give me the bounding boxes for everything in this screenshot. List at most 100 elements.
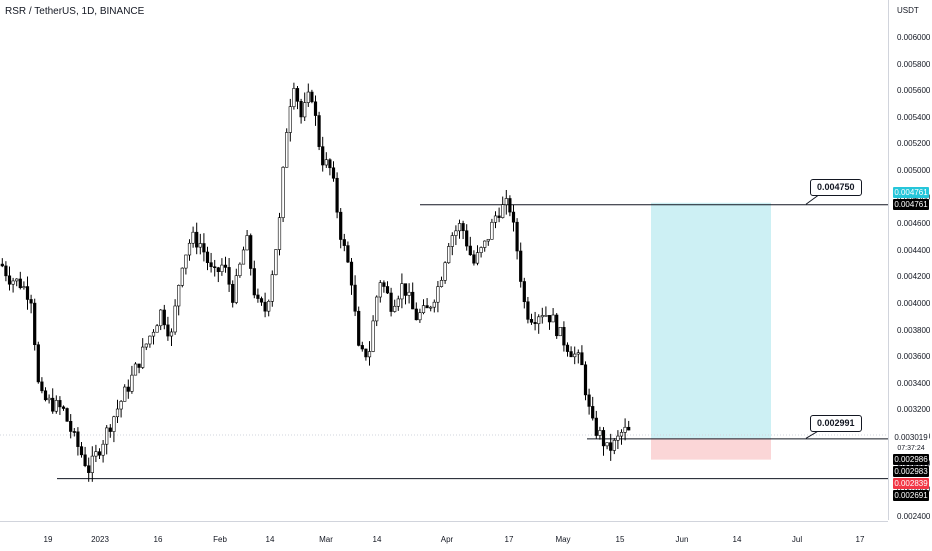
time-scale[interactable]	[0, 521, 888, 551]
candle-down	[33, 302, 37, 346]
candle-down	[231, 283, 235, 303]
candle-up	[234, 275, 238, 303]
candle-down	[83, 454, 87, 467]
candle-down	[4, 265, 8, 277]
price-chart[interactable]	[0, 0, 888, 520]
candle-down	[328, 159, 332, 169]
candle-down	[522, 281, 526, 303]
candle-down	[227, 267, 231, 285]
price-tick: 0.005600	[897, 86, 931, 96]
price-tick: 0.004200	[897, 272, 931, 282]
candle-up	[475, 252, 480, 264]
candle-down	[591, 406, 595, 419]
candle-up	[148, 335, 152, 345]
candle-down	[223, 264, 228, 268]
candle-down	[310, 91, 314, 103]
candle-up	[101, 443, 105, 456]
candle-down	[529, 319, 534, 323]
candle-down	[58, 400, 62, 408]
candle-up	[288, 106, 292, 133]
candle-up	[94, 451, 98, 457]
candle-up	[187, 242, 192, 256]
candle-up	[177, 285, 181, 307]
candle-down	[565, 344, 570, 352]
candle-down	[166, 324, 170, 337]
candle-up	[573, 353, 577, 358]
candle-up	[393, 305, 397, 312]
candle-up	[612, 440, 616, 451]
candle-down	[61, 406, 66, 409]
entry-alt-price-label: 0.002983	[893, 466, 929, 477]
time-tick: Jul	[791, 535, 803, 544]
candle-up	[11, 280, 15, 285]
time-tick: 17	[504, 535, 514, 544]
candle-down	[108, 427, 112, 432]
candle-down	[29, 299, 33, 304]
price-tick: 0.003800	[897, 325, 931, 335]
stop-zone	[651, 438, 771, 460]
candle-down	[299, 101, 303, 118]
candle-up	[537, 316, 541, 325]
candle-down	[331, 167, 336, 179]
lower-line-callout[interactable]: 0.002991	[810, 415, 862, 432]
candle-up	[623, 426, 627, 433]
candle-up	[429, 306, 433, 309]
candle-down	[7, 275, 12, 285]
candle-up	[220, 264, 224, 273]
candle-up	[443, 262, 447, 281]
candle-up	[54, 400, 58, 412]
candle-up	[151, 331, 156, 337]
candle-up	[378, 282, 382, 298]
candle-down	[609, 442, 613, 451]
price-tick: 0.003400	[897, 378, 931, 388]
candle-up	[371, 320, 375, 352]
candle-down	[587, 394, 591, 407]
candle-down	[256, 294, 260, 299]
support-price-label: 0.002691	[893, 490, 929, 501]
candle-up	[241, 249, 246, 265]
candle-up	[15, 278, 19, 282]
candle-up	[598, 430, 602, 436]
candle-down	[346, 245, 350, 263]
candle-down	[87, 465, 91, 473]
candle-up	[292, 88, 296, 107]
candle-down	[411, 291, 415, 310]
candle-down	[195, 231, 199, 248]
time-tick: May	[555, 535, 571, 544]
candle-up	[270, 274, 274, 302]
time-tick: 14	[372, 535, 382, 544]
candle-up	[619, 432, 624, 437]
candle-down	[385, 286, 390, 294]
candle-down	[414, 308, 418, 321]
candle-down	[342, 239, 346, 246]
candle-down	[364, 348, 368, 358]
entry-price-label: 0.002986	[893, 454, 929, 465]
candle-down	[317, 115, 321, 147]
candle-up	[191, 231, 195, 244]
target-upper-price-label: 0.004761	[893, 187, 929, 198]
time-tick: Mar	[319, 535, 333, 544]
candle-down	[51, 397, 55, 412]
candle-down	[515, 221, 519, 252]
candle-down	[360, 345, 364, 350]
candle-up	[285, 132, 289, 168]
candle-down	[0, 263, 4, 267]
candle-down	[601, 430, 606, 447]
price-tick: 0.004400	[897, 245, 931, 255]
candle-up	[123, 386, 127, 402]
candle-down	[389, 292, 393, 312]
candle-up	[418, 312, 422, 321]
candle-down	[209, 262, 213, 268]
upper-line-callout[interactable]: 0.004750	[810, 179, 862, 196]
candle-down	[259, 298, 264, 303]
time-tick: 17	[855, 535, 865, 544]
candle-down	[511, 211, 516, 223]
candle-down	[526, 301, 530, 320]
price-tick: 0.005000	[897, 166, 931, 175]
candle-down	[349, 261, 354, 286]
candle-down	[425, 305, 429, 309]
candle-down	[263, 301, 267, 312]
candle-down	[465, 230, 469, 247]
candle-up	[558, 326, 562, 337]
